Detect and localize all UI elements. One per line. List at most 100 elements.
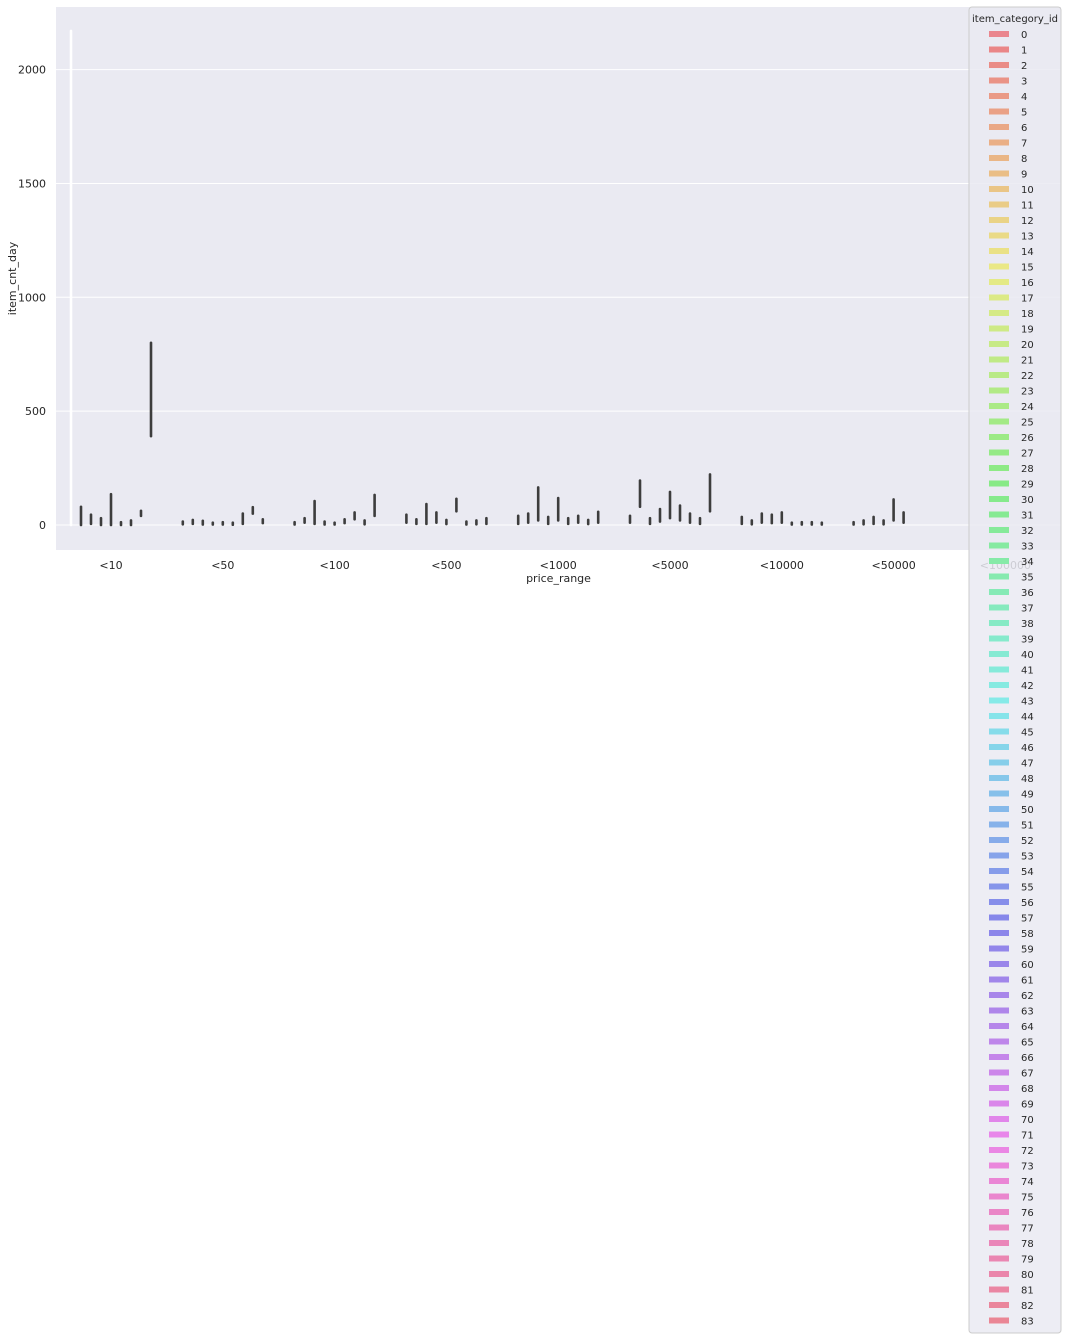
legend-entry: 82 [1021, 1301, 1034, 1312]
legend-entry: 5 [1021, 108, 1027, 119]
legend-entry: 51 [1021, 821, 1034, 832]
legend-entry: 32 [1021, 526, 1034, 537]
legend-swatch [989, 1147, 1009, 1153]
legend-entry: 14 [1021, 247, 1034, 258]
legend-swatch [989, 899, 1009, 905]
legend-swatch [989, 108, 1009, 115]
legend-entry: 79 [1021, 1255, 1034, 1266]
legend-entry: 55 [1021, 883, 1034, 894]
legend-swatch [989, 341, 1009, 347]
legend-swatch [989, 573, 1009, 580]
legend-entry: 60 [1021, 960, 1034, 971]
legend-swatch [989, 356, 1009, 363]
plot-area [56, 7, 1061, 550]
x-tick-label: <50000 [871, 559, 915, 572]
legend-entry: 36 [1021, 588, 1034, 599]
legend-swatch [989, 403, 1009, 409]
legend-swatch [989, 232, 1009, 239]
legend-swatch [989, 1193, 1009, 1200]
legend-swatch [989, 1162, 1009, 1169]
legend-entry: 71 [1021, 1131, 1034, 1142]
legend-swatch [989, 294, 1009, 301]
legend-swatch [989, 418, 1009, 425]
x-tick-label: <100 [319, 559, 349, 572]
legend-entry: 1 [1021, 46, 1027, 57]
legend-entry: 83 [1021, 1317, 1034, 1328]
legend-entry: 62 [1021, 991, 1034, 1002]
legend-entry: 53 [1021, 852, 1034, 863]
legend-swatch [989, 217, 1009, 223]
legend-swatch [989, 1069, 1009, 1076]
legend-swatch [989, 1038, 1009, 1045]
legend-entry: 76 [1021, 1208, 1034, 1219]
legend-entry: 50 [1021, 805, 1034, 816]
legend-swatch [989, 527, 1009, 533]
y-tick-label: 2000 [18, 64, 46, 77]
y-axis-label: item_cnt_day [6, 241, 19, 315]
legend-swatch [989, 124, 1009, 130]
legend-entry: 41 [1021, 666, 1034, 677]
legend-entry: 29 [1021, 480, 1034, 491]
legend-swatch [989, 992, 1009, 998]
legend-entry: 52 [1021, 836, 1034, 847]
legend-swatch [989, 1178, 1009, 1184]
legend-entry: 74 [1021, 1177, 1034, 1188]
legend-swatch [989, 558, 1009, 564]
legend-swatch [989, 961, 1009, 967]
legend-swatch [989, 806, 1009, 812]
legend-entry: 70 [1021, 1115, 1034, 1126]
legend-swatch [989, 372, 1009, 378]
legend-swatch [989, 465, 1009, 471]
legend-entry: 48 [1021, 774, 1034, 785]
x-axis-label: price_range [526, 572, 591, 585]
legend-frame [968, 6, 1062, 1334]
legend-swatch [989, 651, 1009, 657]
legend-swatch [989, 155, 1009, 161]
legend-swatch [989, 837, 1009, 843]
legend-swatch [989, 914, 1009, 921]
legend-swatch [989, 325, 1009, 332]
legend-swatch [989, 1054, 1009, 1060]
legend-entry: 39 [1021, 635, 1034, 646]
legend-entry: 26 [1021, 433, 1034, 444]
legend-swatch [989, 1023, 1009, 1029]
legend-entry: 34 [1021, 557, 1034, 568]
legend-swatch [989, 1255, 1009, 1262]
legend-swatch [989, 449, 1009, 456]
legend-swatch [989, 1007, 1009, 1014]
legend-swatch [989, 713, 1009, 719]
legend-entry: 0 [1021, 30, 1027, 41]
legend-swatch [989, 263, 1009, 270]
legend-swatch [989, 821, 1009, 828]
legend-entry: 16 [1021, 278, 1034, 289]
legend-entry: 73 [1021, 1162, 1034, 1173]
legend-entry: 8 [1021, 154, 1027, 165]
legend-entry: 2 [1021, 61, 1027, 72]
legend-swatch [989, 883, 1009, 890]
legend-swatch [989, 945, 1009, 952]
legend-entry: 25 [1021, 418, 1034, 429]
legend-entry: 56 [1021, 898, 1034, 909]
legend-swatch [989, 1085, 1009, 1091]
legend-entry: 9 [1021, 170, 1027, 181]
legend-entry: 75 [1021, 1193, 1034, 1204]
legend-swatch [989, 511, 1009, 518]
legend-swatch [989, 1286, 1009, 1293]
x-tick-label: <50 [211, 559, 234, 572]
legend-entry: 28 [1021, 464, 1034, 475]
legend-swatch [989, 480, 1009, 487]
legend-entry: 69 [1021, 1100, 1034, 1111]
legend-swatch [989, 139, 1009, 146]
legend-entry: 10 [1021, 185, 1034, 196]
legend-entry: 31 [1021, 511, 1034, 522]
legend-entry: 64 [1021, 1022, 1034, 1033]
legend-entry: 40 [1021, 650, 1034, 661]
legend: item_category_id 01234567891011121314151… [968, 6, 1062, 1334]
legend-entry: 30 [1021, 495, 1034, 506]
y-tick-label: 0 [39, 519, 46, 532]
legend-entry: 65 [1021, 1038, 1034, 1049]
legend-entry: 15 [1021, 263, 1034, 274]
legend-entry: 22 [1021, 371, 1034, 382]
legend-entry: 43 [1021, 697, 1034, 708]
